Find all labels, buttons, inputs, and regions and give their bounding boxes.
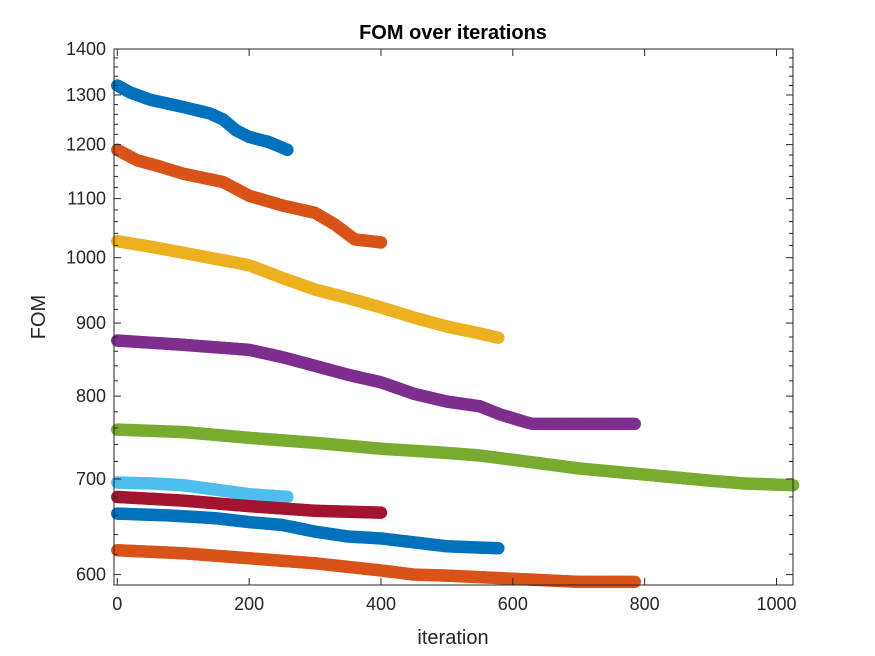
series-2-point: [374, 236, 388, 249]
y-tick-label: 900: [76, 313, 106, 333]
x-tick-label: 0: [112, 594, 122, 614]
series-6: [111, 476, 294, 504]
series-5: [111, 423, 800, 492]
series-3-point: [492, 331, 505, 344]
y-tick-label: 700: [76, 469, 106, 489]
y-tick-label: 1200: [66, 135, 106, 155]
series-6-point: [281, 490, 294, 504]
series-4: [111, 334, 642, 431]
plot-frame: [113, 48, 794, 586]
series-3: [111, 234, 505, 344]
series-layer: [111, 79, 800, 589]
y-tick-label: 1000: [66, 248, 106, 268]
series-1-point: [281, 143, 294, 157]
ticks-layer: 0 200 400 600 800 1000 600 700 800 900 1000 1100 120…: [66, 39, 797, 614]
y-tick-label: 1100: [67, 189, 106, 209]
y-tick-label: 800: [76, 386, 106, 406]
x-tick-label: 800: [630, 594, 660, 614]
x-tick-label: 1000: [756, 594, 796, 614]
series-2: [111, 143, 388, 249]
y-tick-label: 600: [76, 565, 106, 585]
x-tick-label: 400: [366, 594, 396, 614]
x-tick-label: 200: [234, 594, 264, 614]
series-8-point: [492, 542, 505, 555]
y-tick-label: 1300: [66, 85, 106, 105]
x-tick-label: 600: [498, 594, 528, 614]
series-1: [111, 79, 294, 157]
y-axis-label: FOM: [28, 295, 50, 339]
chart-title: FOM over iterations: [359, 22, 547, 44]
series-9: [111, 543, 642, 589]
x-axis-label: iteration: [417, 627, 488, 649]
series-4-point: [628, 417, 642, 431]
y-tick-label: 1400: [66, 39, 106, 59]
series-8: [111, 507, 505, 555]
series-7-point: [374, 506, 388, 519]
series-9-point: [628, 575, 642, 589]
